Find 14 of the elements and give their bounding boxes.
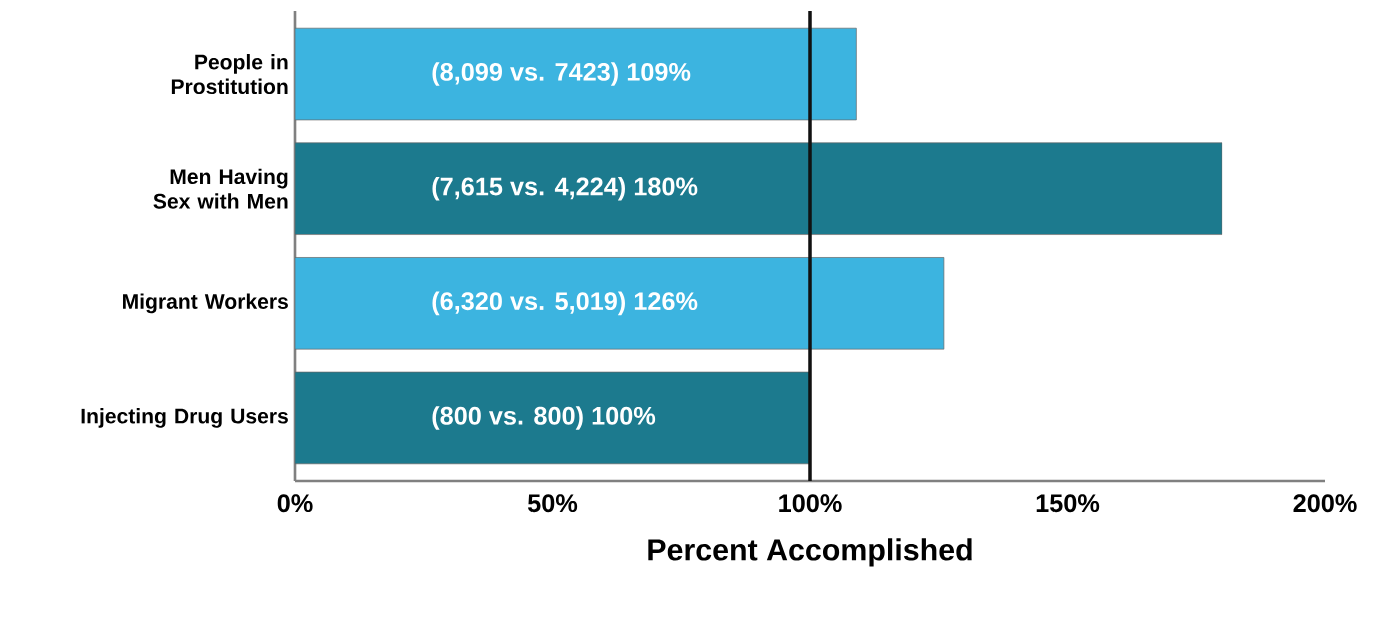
data-label: (6,320 vs. 5,019) 126% [432, 291, 698, 316]
x-tick-label: 200% [1293, 494, 1357, 513]
x-tick-label: 150% [1036, 494, 1100, 513]
y-tick-label: People in Prostitution [171, 54, 288, 95]
x-tick-label: 100% [779, 494, 842, 513]
y-tick-label: Men Having Sex with Men [153, 168, 288, 209]
data-label: (8,099 vs. 7423) 109% [432, 62, 691, 86]
y-tick-label: Injecting Drug Users [81, 408, 288, 428]
data-label: (800 vs. 800) 100% [432, 406, 656, 430]
x-tick-label: 50% [527, 494, 578, 513]
x-tick-label: 0% [277, 494, 313, 513]
x-axis-title: Percent Accomplished [648, 538, 972, 567]
y-tick-label: Migrant Workers [123, 293, 288, 314]
data-label: (7,615 vs. 4,224) 180% [432, 176, 698, 201]
